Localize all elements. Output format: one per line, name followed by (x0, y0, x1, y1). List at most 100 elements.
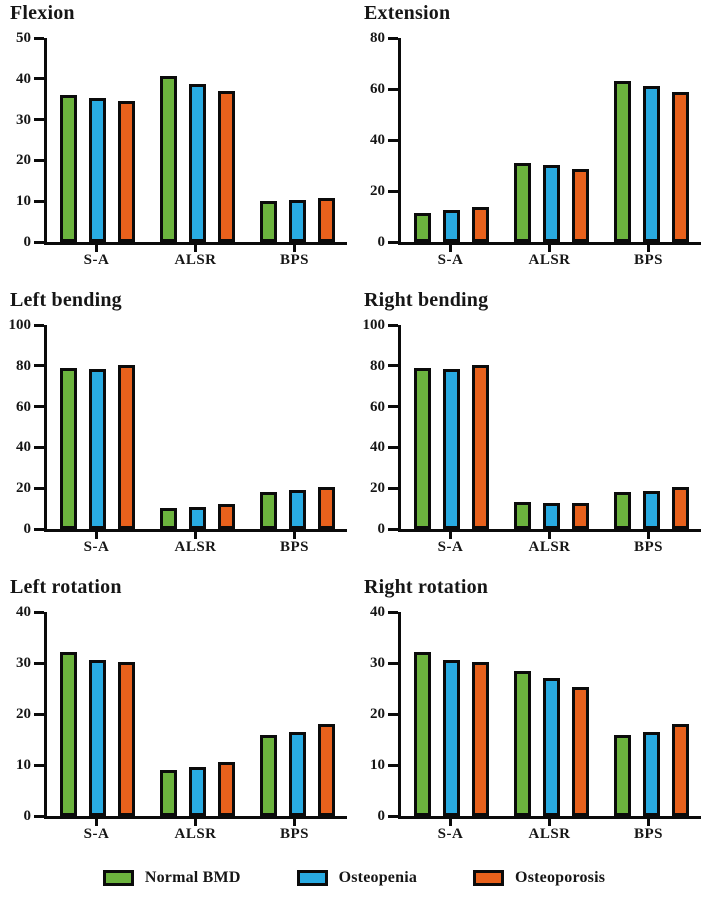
bar-osteoporosis (317, 724, 335, 816)
y-axis-tick (34, 118, 44, 122)
y-tick-label: 100 (8, 317, 32, 333)
bar-osteoporosis (217, 762, 235, 816)
bar-groups (47, 325, 347, 529)
x-axis-tick (194, 245, 197, 252)
plot-area: 0 20 40 60 80 100 (363, 317, 701, 537)
y-axis-tick (34, 527, 44, 531)
y-tick-label: 20 (16, 152, 31, 169)
category-label-bps: BPS (279, 826, 309, 842)
y-axis-tick (388, 364, 398, 368)
y-axis-tick (388, 610, 398, 614)
x-axis-tick (194, 532, 197, 539)
bar-group-alsr (147, 76, 247, 242)
bar-group-s-a (401, 652, 501, 816)
y-tick-label: 40 (16, 439, 31, 456)
y-tick-label: 0 (377, 521, 386, 537)
bar-group-s-a (47, 95, 147, 242)
legend-label: Osteopenia (338, 869, 418, 886)
category-label-bps: BPS (279, 252, 309, 268)
legend-label: Normal BMD (144, 869, 241, 886)
x-axis-tick (194, 819, 197, 826)
bar-group-s-a (401, 207, 501, 242)
y-tick-label: 0 (23, 521, 32, 537)
bar-osteopenia (188, 507, 206, 529)
y-tick-label: 100 (362, 317, 386, 333)
bar-group-alsr (147, 762, 247, 816)
legend-swatch-green (102, 870, 134, 886)
bar-osteopenia (288, 200, 306, 242)
bar-group-bps (247, 724, 347, 816)
bar-osteoporosis (471, 207, 489, 242)
bar-normal-bmd (413, 213, 431, 242)
category-labels: S-A ALSR BPS (401, 252, 698, 269)
category-label-s-a: S-A (437, 826, 464, 842)
chart-right-bending: Right bending 0 20 40 60 80 100 S-A ALSR BPS (354, 287, 708, 574)
bar-normal-bmd (613, 492, 631, 529)
category-ticks (401, 819, 698, 826)
bar-groups (401, 325, 701, 529)
bar-osteoporosis (317, 198, 335, 242)
bar-osteopenia (88, 660, 106, 816)
legend-swatch-orange (473, 870, 505, 886)
chart-title: Flexion (10, 2, 75, 24)
category-labels: S-A ALSR BPS (47, 539, 344, 556)
category-label-alsr: ALSR (528, 539, 571, 555)
category-label-alsr: ALSR (174, 539, 217, 555)
bar-osteoporosis (317, 487, 335, 529)
y-tick-label: 20 (370, 706, 385, 722)
category-label-alsr: ALSR (174, 826, 217, 842)
bar-osteopenia (188, 84, 206, 242)
y-axis-tick (34, 199, 44, 203)
y-tick-label: 80 (16, 357, 31, 374)
y-axis-tick (388, 661, 398, 665)
y-axis-tick (388, 240, 398, 244)
bar-osteoporosis (671, 724, 689, 816)
category-labels: S-A ALSR BPS (401, 826, 698, 843)
category-label-bps: BPS (633, 539, 663, 555)
legend: Normal BMD Osteopenia Osteoporosis (0, 858, 708, 898)
category-label-bps: BPS (633, 252, 663, 268)
bar-normal-bmd (613, 81, 631, 242)
y-axis-tick (34, 240, 44, 244)
legend-item-osteoporosis: Osteoporosis (473, 869, 605, 887)
x-axis-tick (449, 819, 452, 826)
category-label-alsr: ALSR (528, 252, 571, 268)
x-axis-tick (293, 532, 296, 539)
x-axis-tick (548, 819, 551, 826)
x-axis-tick (293, 819, 296, 826)
y-tick-label: 10 (16, 193, 31, 210)
y-tick-label: 20 (370, 480, 385, 497)
bar-osteopenia (542, 165, 560, 242)
plot-area: 0 10 20 30 40 50 (16, 30, 347, 250)
bar-osteopenia (442, 660, 460, 816)
y-tick-label: 60 (370, 81, 385, 97)
bar-osteoporosis (117, 365, 135, 529)
plot-area: 0 10 20 30 40 (16, 604, 347, 824)
y-axis-tick (34, 405, 44, 409)
bar-group-s-a (401, 365, 501, 529)
legend-swatch-blue (296, 870, 328, 886)
x-axis-tick (548, 245, 551, 252)
bar-osteopenia (642, 86, 660, 242)
category-labels: S-A ALSR BPS (401, 539, 698, 556)
y-axis-tick (34, 445, 44, 449)
y-axis-tick (34, 364, 44, 368)
y-tick-label: 0 (23, 808, 32, 824)
y-tick-label: 0 (377, 808, 386, 824)
bar-osteoporosis (117, 662, 135, 816)
y-axis-tick (388, 527, 398, 531)
bar-osteopenia (288, 732, 306, 816)
chart-title: Left rotation (10, 576, 122, 598)
bar-osteopenia (188, 767, 206, 816)
bar-osteopenia (442, 369, 460, 529)
x-axis-tick (449, 532, 452, 539)
y-tick-label: 60 (370, 398, 385, 415)
bar-normal-bmd (413, 652, 431, 816)
bar-group-bps (601, 81, 701, 242)
category-ticks (47, 245, 344, 252)
category-labels: S-A ALSR BPS (47, 826, 344, 843)
category-ticks (401, 245, 698, 252)
bar-normal-bmd (259, 201, 277, 242)
x-axis-tick (95, 532, 98, 539)
category-label-bps: BPS (633, 826, 663, 842)
